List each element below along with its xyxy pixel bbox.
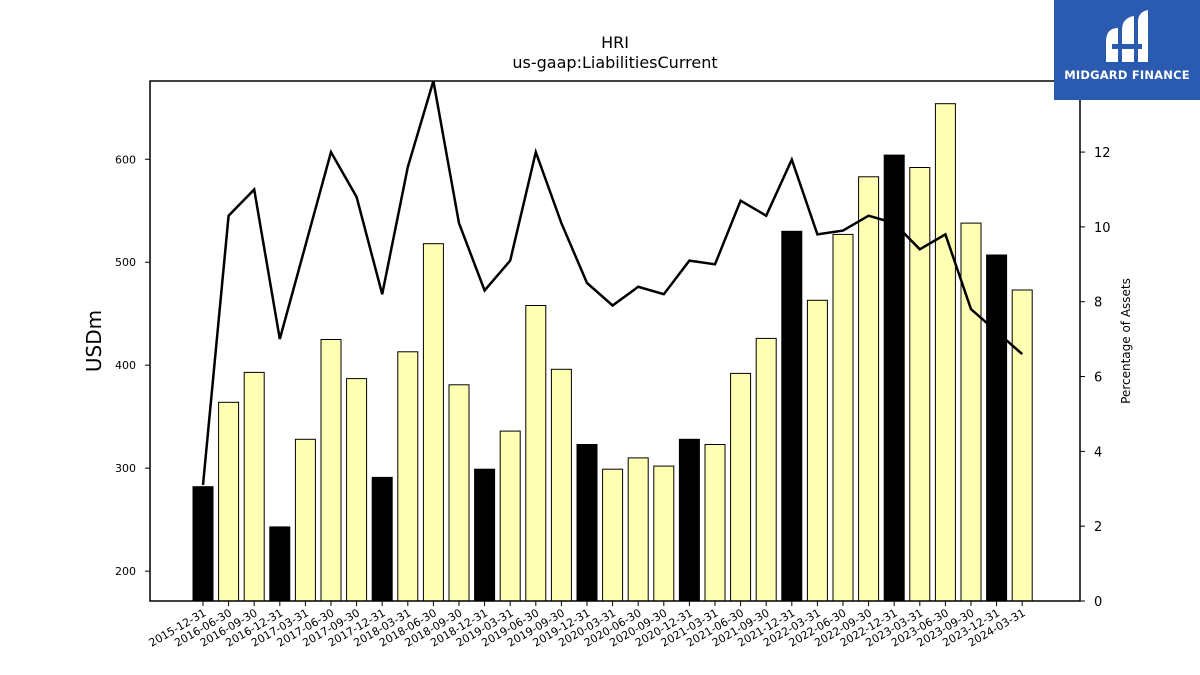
bar-series: [192, 103, 1033, 602]
bar-2016-06-30: [218, 401, 240, 602]
y-tick-label: 600: [115, 153, 136, 166]
bar-2020-09-30: [653, 465, 675, 602]
bar-2023-03-31: [909, 167, 931, 602]
bar-2021-06-30: [730, 372, 752, 602]
y2-tick-label: 2: [1094, 520, 1102, 535]
bar-2024-03-31: [1011, 289, 1033, 602]
bar-2019-03-31: [499, 430, 521, 602]
y2-axis-label: Percentage of Assets: [1119, 278, 1133, 404]
y2-tick-label: 12: [1094, 146, 1111, 161]
x-axis: 2015-12-312016-06-302016-09-302016-12-31…: [147, 601, 1028, 650]
y2-tick-label: 10: [1094, 221, 1111, 236]
chart-title: HRI: [601, 33, 629, 52]
bar-2020-12-31: [678, 438, 700, 602]
y2-tick-label: 0: [1094, 595, 1102, 610]
bar-2017-12-31: [371, 476, 393, 602]
bar-2018-03-31: [397, 351, 419, 602]
bar-2016-12-31: [269, 526, 291, 602]
bar-2023-12-31: [986, 254, 1008, 602]
y2-tick-label: 8: [1094, 296, 1102, 311]
plot-frame: [149, 80, 1081, 602]
bar-2022-06-30: [832, 233, 854, 602]
bar-2019-06-30: [525, 305, 547, 602]
y2-tick-label: 4: [1094, 445, 1102, 460]
bar-2022-09-30: [858, 176, 880, 602]
bar-2020-03-31: [602, 468, 624, 602]
bar-2023-09-30: [960, 222, 982, 602]
y-tick-label: 200: [115, 565, 136, 578]
bar-2021-09-30: [755, 337, 777, 602]
bar-2018-12-31: [474, 468, 496, 602]
y-tick-label: 500: [115, 256, 136, 269]
bar-2021-03-31: [704, 444, 726, 602]
bar-2018-09-30: [448, 384, 470, 602]
y-axis-label: USDm: [82, 310, 106, 372]
y-tick-label: 300: [115, 462, 136, 475]
bar-2017-06-30: [320, 339, 342, 602]
bar-2015-12-31: [192, 486, 214, 602]
bar-2023-06-30: [934, 103, 956, 602]
y2-tick-label: 6: [1094, 371, 1102, 386]
brand-name: MIDGARD FINANCE: [1064, 68, 1190, 82]
bar-2019-09-30: [550, 368, 572, 602]
line-series: [201, 80, 1024, 486]
bar-2020-06-30: [627, 457, 649, 602]
bar-2021-12-31: [781, 230, 803, 602]
chart-subtitle: us-gaap:LiabilitiesCurrent: [512, 53, 717, 72]
percentage-line: [201, 80, 1024, 486]
brand-logo: MIDGARD FINANCE: [1054, 0, 1200, 100]
bar-2016-09-30: [243, 371, 265, 602]
bar-2017-09-30: [346, 378, 368, 602]
bar-2019-12-31: [576, 444, 598, 602]
midgard-m-logo-icon: [1106, 10, 1148, 62]
y-tick-label: 400: [115, 359, 136, 372]
bar-2022-03-31: [806, 299, 828, 602]
y-axis-left: 200 300 400 500 600: [115, 153, 150, 578]
bar-2017-03-31: [294, 438, 316, 602]
bar-2018-06-30: [422, 243, 444, 602]
y-axis-right: 0 2 4 6 8 10 12: [1080, 146, 1111, 610]
